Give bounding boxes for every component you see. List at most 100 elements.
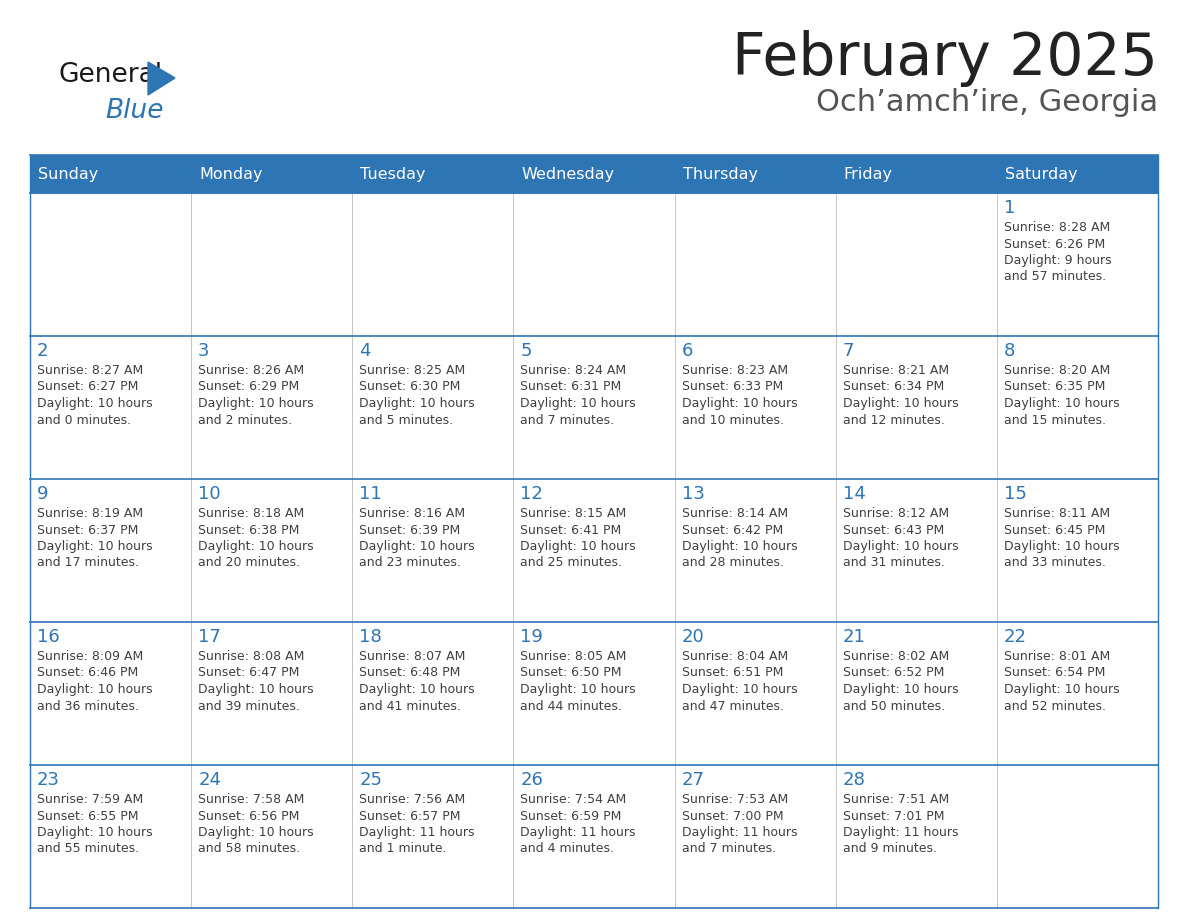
Text: Sunrise: 8:24 AM: Sunrise: 8:24 AM bbox=[520, 364, 626, 377]
Text: and 36 minutes.: and 36 minutes. bbox=[37, 700, 139, 712]
Text: Daylight: 10 hours: Daylight: 10 hours bbox=[842, 397, 959, 410]
Bar bbox=[191, 193, 353, 336]
Text: Sunrise: 8:27 AM: Sunrise: 8:27 AM bbox=[37, 364, 144, 377]
Text: and 41 minutes.: and 41 minutes. bbox=[359, 700, 461, 712]
Text: Saturday: Saturday bbox=[1005, 166, 1078, 182]
Text: Daylight: 11 hours: Daylight: 11 hours bbox=[359, 826, 475, 839]
Bar bbox=[30, 155, 1158, 193]
Bar bbox=[675, 193, 835, 336]
Text: 7: 7 bbox=[842, 342, 854, 360]
Bar bbox=[191, 622, 353, 765]
Text: Daylight: 10 hours: Daylight: 10 hours bbox=[198, 397, 314, 410]
Text: and 5 minutes.: and 5 minutes. bbox=[359, 413, 454, 427]
Text: and 33 minutes.: and 33 minutes. bbox=[1004, 556, 1106, 569]
Text: Sunrise: 8:14 AM: Sunrise: 8:14 AM bbox=[682, 507, 788, 520]
Text: 6: 6 bbox=[682, 342, 693, 360]
Text: Sunrise: 8:07 AM: Sunrise: 8:07 AM bbox=[359, 650, 466, 663]
Text: Sunset: 6:33 PM: Sunset: 6:33 PM bbox=[682, 380, 783, 394]
Bar bbox=[675, 765, 835, 908]
Text: 24: 24 bbox=[198, 771, 221, 789]
Text: and 31 minutes.: and 31 minutes. bbox=[842, 556, 944, 569]
Text: Daylight: 10 hours: Daylight: 10 hours bbox=[198, 540, 314, 553]
Text: and 12 minutes.: and 12 minutes. bbox=[842, 413, 944, 427]
Text: and 47 minutes.: and 47 minutes. bbox=[682, 700, 784, 712]
Text: Sunset: 6:37 PM: Sunset: 6:37 PM bbox=[37, 523, 138, 536]
Text: Monday: Monday bbox=[200, 166, 263, 182]
Text: Sunrise: 8:28 AM: Sunrise: 8:28 AM bbox=[1004, 221, 1110, 234]
Bar bbox=[997, 765, 1158, 908]
Text: Sunrise: 8:12 AM: Sunrise: 8:12 AM bbox=[842, 507, 949, 520]
Text: General: General bbox=[58, 62, 162, 88]
Text: Daylight: 10 hours: Daylight: 10 hours bbox=[682, 540, 797, 553]
Bar bbox=[353, 622, 513, 765]
Bar bbox=[997, 193, 1158, 336]
Text: Sunrise: 7:59 AM: Sunrise: 7:59 AM bbox=[37, 793, 144, 806]
Text: Sunrise: 8:02 AM: Sunrise: 8:02 AM bbox=[842, 650, 949, 663]
Text: 10: 10 bbox=[198, 485, 221, 503]
Text: Sunrise: 8:05 AM: Sunrise: 8:05 AM bbox=[520, 650, 627, 663]
Text: 21: 21 bbox=[842, 628, 866, 646]
Text: and 58 minutes.: and 58 minutes. bbox=[198, 843, 301, 856]
Text: and 25 minutes.: and 25 minutes. bbox=[520, 556, 623, 569]
Bar bbox=[353, 765, 513, 908]
Text: 15: 15 bbox=[1004, 485, 1026, 503]
Text: 13: 13 bbox=[682, 485, 704, 503]
Text: and 52 minutes.: and 52 minutes. bbox=[1004, 700, 1106, 712]
Text: 12: 12 bbox=[520, 485, 543, 503]
Text: Sunrise: 8:25 AM: Sunrise: 8:25 AM bbox=[359, 364, 466, 377]
Bar bbox=[835, 336, 997, 479]
Text: Sunrise: 7:54 AM: Sunrise: 7:54 AM bbox=[520, 793, 627, 806]
Text: Tuesday: Tuesday bbox=[360, 166, 425, 182]
Text: and 0 minutes.: and 0 minutes. bbox=[37, 413, 131, 427]
Text: 20: 20 bbox=[682, 628, 704, 646]
Text: Thursday: Thursday bbox=[683, 166, 758, 182]
Text: Daylight: 10 hours: Daylight: 10 hours bbox=[37, 540, 152, 553]
Text: Sunrise: 8:21 AM: Sunrise: 8:21 AM bbox=[842, 364, 949, 377]
Text: Daylight: 10 hours: Daylight: 10 hours bbox=[682, 683, 797, 696]
Text: and 10 minutes.: and 10 minutes. bbox=[682, 413, 784, 427]
Bar bbox=[835, 479, 997, 622]
Bar bbox=[353, 193, 513, 336]
Text: 19: 19 bbox=[520, 628, 543, 646]
Text: Sunset: 6:55 PM: Sunset: 6:55 PM bbox=[37, 810, 139, 823]
Bar bbox=[835, 193, 997, 336]
Text: Sunrise: 8:19 AM: Sunrise: 8:19 AM bbox=[37, 507, 143, 520]
Text: 28: 28 bbox=[842, 771, 866, 789]
Text: 26: 26 bbox=[520, 771, 543, 789]
Bar bbox=[30, 765, 191, 908]
Text: 4: 4 bbox=[359, 342, 371, 360]
Text: and 2 minutes.: and 2 minutes. bbox=[198, 413, 292, 427]
Bar bbox=[30, 622, 191, 765]
Text: Sunrise: 8:20 AM: Sunrise: 8:20 AM bbox=[1004, 364, 1110, 377]
Polygon shape bbox=[148, 62, 175, 95]
Bar bbox=[513, 622, 675, 765]
Text: Sunset: 7:01 PM: Sunset: 7:01 PM bbox=[842, 810, 944, 823]
Text: Daylight: 11 hours: Daylight: 11 hours bbox=[682, 826, 797, 839]
Bar bbox=[835, 622, 997, 765]
Text: Sunset: 6:26 PM: Sunset: 6:26 PM bbox=[1004, 238, 1105, 251]
Text: February 2025: February 2025 bbox=[732, 30, 1158, 87]
Text: Sunset: 6:54 PM: Sunset: 6:54 PM bbox=[1004, 666, 1105, 679]
Text: Sunrise: 8:26 AM: Sunrise: 8:26 AM bbox=[198, 364, 304, 377]
Text: Blue: Blue bbox=[105, 98, 164, 124]
Text: Daylight: 10 hours: Daylight: 10 hours bbox=[359, 397, 475, 410]
Text: Sunset: 6:30 PM: Sunset: 6:30 PM bbox=[359, 380, 461, 394]
Text: Daylight: 11 hours: Daylight: 11 hours bbox=[520, 826, 636, 839]
Text: Daylight: 11 hours: Daylight: 11 hours bbox=[842, 826, 959, 839]
Text: 8: 8 bbox=[1004, 342, 1016, 360]
Text: Sunset: 6:52 PM: Sunset: 6:52 PM bbox=[842, 666, 944, 679]
Text: Daylight: 10 hours: Daylight: 10 hours bbox=[198, 826, 314, 839]
Text: Daylight: 10 hours: Daylight: 10 hours bbox=[1004, 683, 1119, 696]
Text: Sunset: 6:38 PM: Sunset: 6:38 PM bbox=[198, 523, 299, 536]
Bar bbox=[675, 622, 835, 765]
Text: Sunrise: 8:09 AM: Sunrise: 8:09 AM bbox=[37, 650, 144, 663]
Text: 17: 17 bbox=[198, 628, 221, 646]
Text: 2: 2 bbox=[37, 342, 49, 360]
Text: Sunrise: 8:04 AM: Sunrise: 8:04 AM bbox=[682, 650, 788, 663]
Text: Sunrise: 8:08 AM: Sunrise: 8:08 AM bbox=[198, 650, 304, 663]
Bar bbox=[30, 193, 191, 336]
Text: Sunset: 6:50 PM: Sunset: 6:50 PM bbox=[520, 666, 623, 679]
Text: and 7 minutes.: and 7 minutes. bbox=[682, 843, 776, 856]
Text: Sunset: 6:27 PM: Sunset: 6:27 PM bbox=[37, 380, 138, 394]
Text: Sunset: 6:31 PM: Sunset: 6:31 PM bbox=[520, 380, 621, 394]
